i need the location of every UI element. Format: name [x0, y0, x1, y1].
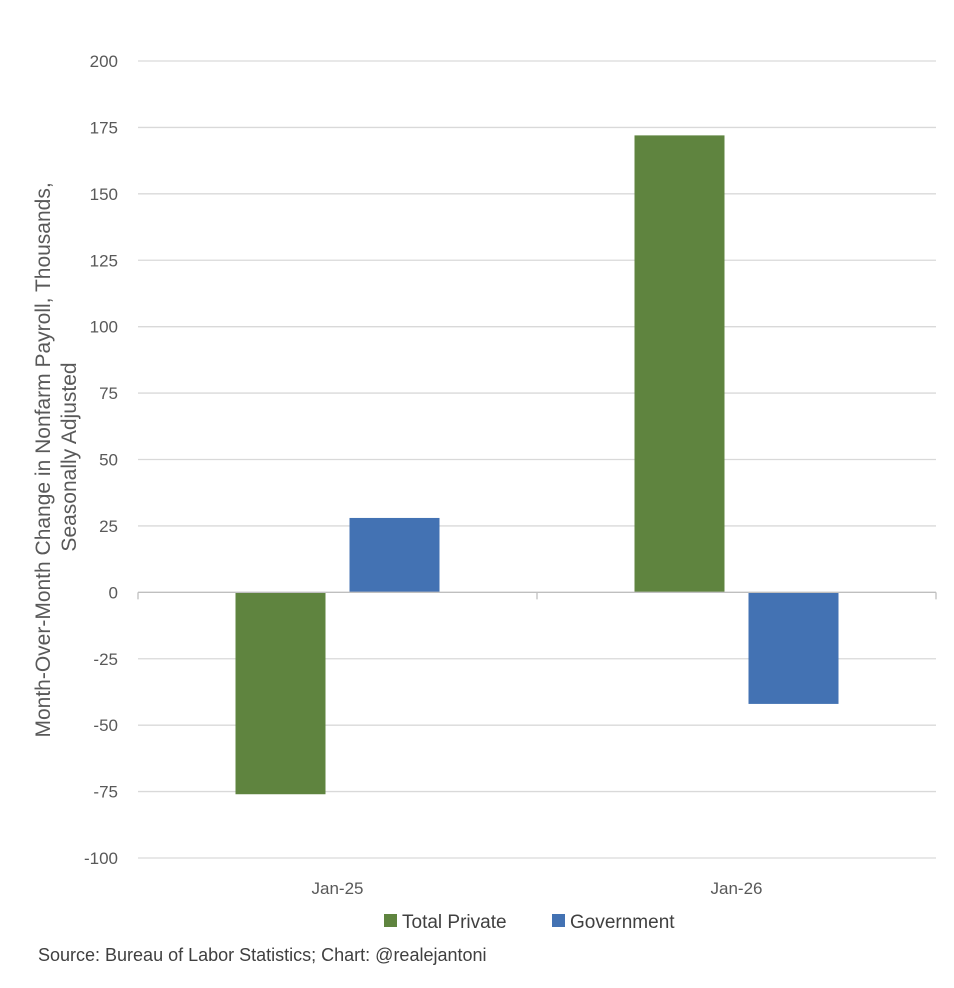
- bar-total-private-jan-25: [235, 592, 326, 795]
- bar-total-private-jan-26: [634, 135, 725, 593]
- x-tick-label: Jan-26: [711, 879, 763, 898]
- y-axis-title-line-1: Month-Over-Month Change in Nonfarm Payro…: [32, 182, 55, 737]
- legend-label: Total Private: [402, 912, 507, 933]
- source-note: Source: Bureau of Labor Statistics; Char…: [38, 945, 487, 965]
- y-tick-label: 50: [99, 451, 118, 470]
- y-tick-label: 25: [99, 517, 118, 536]
- y-tick-label: -75: [93, 783, 118, 802]
- y-tick-label: 0: [109, 583, 118, 602]
- y-tick-label: 200: [90, 52, 118, 71]
- legend: Total Private Government: [384, 912, 675, 933]
- bar-government-jan-26: [748, 592, 839, 704]
- y-axis-ticks: 200 175 150 125 100 75 50 25 0 -25 -50 -75 -100: [84, 52, 118, 868]
- legend-label: Government: [570, 912, 675, 933]
- y-axis-title-line-2: Seasonally Adjusted: [58, 362, 81, 551]
- y-tick-label: 75: [99, 384, 118, 403]
- x-axis-ticks: Jan-25 Jan-26: [312, 879, 763, 898]
- y-tick-label: 100: [90, 318, 118, 337]
- y-tick-label: 125: [90, 251, 118, 270]
- bar-government-jan-25: [349, 517, 440, 593]
- y-tick-label: 175: [90, 118, 118, 137]
- y-tick-label: -50: [93, 716, 118, 735]
- zero-axis: [137, 591, 937, 600]
- y-tick-label: -100: [84, 849, 118, 868]
- x-tick-label: Jan-25: [312, 879, 364, 898]
- y-tick-label: -25: [93, 650, 118, 669]
- y-tick-label: 150: [90, 185, 118, 204]
- y-axis-title: Month-Over-Month Change in Nonfarm Payro…: [32, 176, 81, 737]
- legend-swatch: [552, 914, 565, 927]
- legend-swatch: [384, 914, 397, 927]
- bars: [235, 135, 839, 795]
